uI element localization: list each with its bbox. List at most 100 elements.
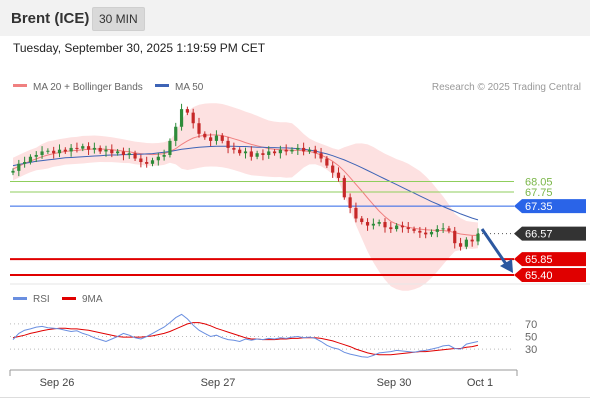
candle (336, 167, 341, 182)
candle (150, 157, 155, 167)
candle (104, 145, 108, 157)
level-tag-3 (514, 226, 586, 241)
level-tag-2 (514, 199, 586, 214)
rsi-legend: RSI 9MA (13, 294, 103, 305)
candle (191, 108, 195, 129)
candle (354, 202, 358, 223)
candle (325, 156, 329, 169)
candle (209, 133, 213, 147)
candle (226, 136, 230, 154)
candle (313, 145, 317, 159)
candle (319, 147, 323, 163)
arrow-shaft (480, 228, 508, 265)
candle (40, 146, 44, 159)
candle (197, 117, 201, 138)
ma20-legend-swatch (13, 84, 27, 87)
candle (261, 149, 265, 161)
timestamp-label: Tuesday, September 30, 2025 1:19:59 PM C… (13, 41, 266, 55)
level-label-5: 65.40 (525, 270, 553, 282)
ma20-legend-label: MA 20 + Bollinger Bands (33, 82, 143, 93)
candle (116, 148, 120, 156)
candle (17, 159, 21, 177)
candle (342, 175, 346, 200)
candle (232, 142, 236, 154)
copyright-label: Research © 2025 Trading Central (432, 82, 581, 93)
candle (145, 156, 149, 168)
ma50-line (12, 145, 479, 221)
candle (220, 133, 224, 144)
candle (110, 144, 114, 158)
candle (383, 218, 387, 233)
ma50-legend-label: MA 50 (175, 82, 204, 93)
level-label-4: 65.85 (525, 254, 553, 266)
candle (121, 147, 126, 161)
candle (127, 147, 131, 159)
candle (81, 143, 85, 152)
level-label-2: 67.35 (525, 201, 553, 213)
candle (447, 225, 451, 234)
rsi-level-label: 70 (525, 319, 537, 331)
rsi-legend-label: RSI (33, 294, 50, 305)
price-levels (10, 180, 514, 276)
candle (441, 223, 445, 233)
candle (290, 147, 294, 154)
x-tick-label: Sep 27 (201, 377, 236, 389)
candle (174, 122, 178, 147)
candle (470, 235, 474, 247)
candle (371, 218, 375, 230)
candle (214, 130, 219, 145)
candle (69, 144, 73, 157)
candle (156, 152, 160, 166)
candle (63, 147, 67, 154)
bollinger-fill (13, 103, 478, 291)
candle (412, 226, 416, 234)
chart-legend: MA 20 + Bollinger Bands MA 50 Research ©… (13, 82, 581, 93)
candle (23, 156, 27, 168)
candle (86, 142, 91, 155)
rsi-legend-swatch (13, 297, 27, 300)
arrow-head (500, 259, 513, 273)
candle (179, 103, 184, 131)
candle (75, 142, 79, 153)
ma20-line (12, 134, 478, 236)
bottom-border (0, 397, 590, 398)
candle (139, 154, 143, 168)
candle (267, 146, 271, 159)
rsi-line (12, 313, 479, 358)
candle (168, 138, 172, 158)
level-label-1: 67.75 (525, 187, 553, 199)
x-tick-label: Oct 1 (467, 377, 493, 389)
candle (406, 222, 410, 233)
candle (400, 221, 405, 233)
candle (464, 237, 468, 250)
candle (243, 147, 248, 159)
level-tag-5 (514, 267, 586, 282)
candle (453, 226, 457, 249)
header-bar: Brent (ICE) 30 MIN (0, 0, 590, 36)
bollinger-bands (13, 103, 478, 291)
level-label-0: 68.05 (525, 176, 553, 188)
interval-selector[interactable]: 30 MIN (92, 7, 145, 31)
candle (307, 147, 312, 154)
candle (377, 219, 381, 227)
candle (360, 216, 364, 225)
candle (249, 146, 253, 161)
candle (28, 154, 33, 165)
candle (133, 150, 137, 161)
ma9-legend-swatch (62, 297, 76, 300)
moving-averages (12, 134, 479, 236)
rsi-level-label: 30 (525, 344, 537, 356)
candle (429, 229, 434, 237)
candle (365, 218, 370, 231)
candle (424, 227, 428, 239)
candle (389, 222, 393, 233)
x-tick-label: Sep 30 (377, 377, 412, 389)
candle (52, 146, 56, 159)
rsi-ma9-line (12, 322, 479, 356)
candle (272, 148, 277, 156)
level-label-3: 66.57 (525, 229, 553, 241)
candle (395, 223, 399, 232)
candle (435, 225, 439, 238)
